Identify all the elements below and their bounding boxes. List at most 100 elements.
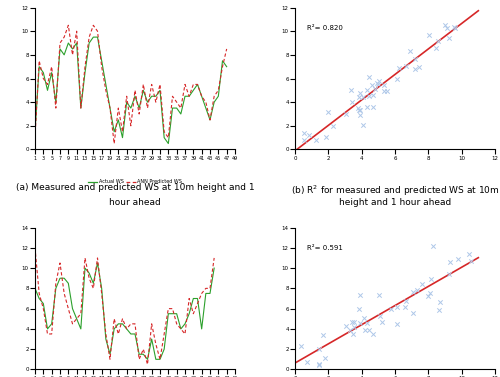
ANN Predicted WS (53, 281, 59, 285)
Point (364, 104, 372, 110)
ANN Predicted WS (203, 286, 209, 291)
Actual WS (103, 337, 109, 341)
Point (393, 321, 401, 327)
ANN Predicted WS (44, 332, 51, 336)
ANN Predicted WS (148, 82, 154, 87)
ANN Predicted WS (220, 64, 226, 69)
Actual WS (174, 106, 180, 110)
ANN Predicted WS (166, 307, 172, 311)
Actual WS (94, 261, 100, 265)
Point (348, 98, 356, 104)
ANN Predicted WS (53, 106, 59, 110)
Point (466, 251, 473, 257)
Legend: Actual WS, ANN Predicted WS: Actual WS, ANN Predicted WS (86, 178, 184, 186)
ANN Predicted WS (78, 106, 84, 110)
ANN Predicted WS (211, 256, 217, 260)
Point (374, 81, 382, 87)
Point (446, 35, 454, 41)
Point (451, 25, 459, 31)
Point (359, 93, 367, 100)
Point (365, 74, 373, 80)
Actual WS (203, 106, 209, 110)
ANN Predicted WS (120, 129, 126, 134)
Point (369, 92, 377, 98)
ANN Predicted WS (140, 347, 146, 351)
Actual WS (182, 322, 188, 326)
ANN Predicted WS (157, 82, 163, 87)
Point (356, 107, 364, 113)
Point (364, 320, 372, 326)
Point (355, 94, 363, 100)
Point (356, 320, 364, 326)
ANN Predicted WS (61, 291, 67, 296)
Point (322, 134, 330, 140)
ANN Predicted WS (98, 64, 104, 69)
Point (454, 256, 462, 262)
Point (370, 86, 378, 92)
ANN Predicted WS (211, 94, 217, 98)
Actual WS (211, 100, 217, 104)
ANN Predicted WS (57, 261, 63, 265)
Point (412, 66, 420, 72)
Actual WS (136, 352, 142, 357)
Actual WS (124, 100, 130, 104)
ANN Predicted WS (82, 64, 88, 69)
Actual WS (161, 135, 167, 140)
Point (360, 315, 368, 321)
ANN Predicted WS (136, 112, 142, 116)
Actual WS (198, 326, 204, 331)
Actual WS (157, 357, 163, 362)
ANN Predicted WS (170, 94, 175, 98)
ANN Predicted WS (203, 100, 209, 104)
Actual WS (186, 94, 192, 98)
ANN Predicted WS (186, 296, 192, 301)
Point (446, 259, 454, 265)
ANN Predicted WS (132, 322, 138, 326)
ANN Predicted WS (161, 129, 167, 134)
Actual WS (190, 296, 196, 301)
Actual WS (224, 64, 230, 69)
ANN Predicted WS (94, 29, 100, 34)
ANN Predicted WS (153, 342, 159, 346)
Actual WS (166, 141, 172, 146)
Point (415, 64, 423, 70)
Actual WS (166, 311, 172, 316)
ANN Predicted WS (36, 58, 42, 63)
ANN Predicted WS (182, 332, 188, 336)
ANN Predicted WS (174, 100, 180, 104)
ANN Predicted WS (82, 256, 88, 260)
ANN Predicted WS (48, 64, 54, 69)
ANN Predicted WS (107, 357, 113, 362)
Actual WS (132, 94, 138, 98)
Actual WS (128, 106, 134, 110)
Point (322, 355, 330, 361)
Point (402, 298, 410, 304)
Text: R²= 0.820: R²= 0.820 (307, 25, 343, 31)
Actual WS (44, 326, 51, 331)
ANN Predicted WS (74, 29, 80, 34)
Point (356, 292, 364, 298)
Actual WS (144, 100, 150, 104)
Actual WS (107, 106, 113, 110)
Actual WS (161, 347, 167, 351)
Point (362, 87, 370, 93)
Actual WS (136, 106, 142, 110)
Actual WS (216, 94, 222, 98)
Actual WS (40, 301, 46, 306)
Point (303, 359, 311, 365)
Line: Actual WS: Actual WS (35, 37, 226, 144)
ANN Predicted WS (32, 135, 38, 140)
ANN Predicted WS (124, 94, 130, 98)
ANN Predicted WS (107, 106, 113, 110)
Actual WS (148, 94, 154, 98)
ANN Predicted WS (124, 326, 130, 331)
Actual WS (82, 70, 88, 75)
Actual WS (61, 276, 67, 280)
Point (360, 122, 368, 128)
Point (429, 243, 437, 249)
ANN Predicted WS (186, 94, 192, 98)
Actual WS (170, 311, 175, 316)
Point (373, 80, 381, 86)
Point (375, 293, 383, 299)
Actual WS (53, 100, 59, 104)
